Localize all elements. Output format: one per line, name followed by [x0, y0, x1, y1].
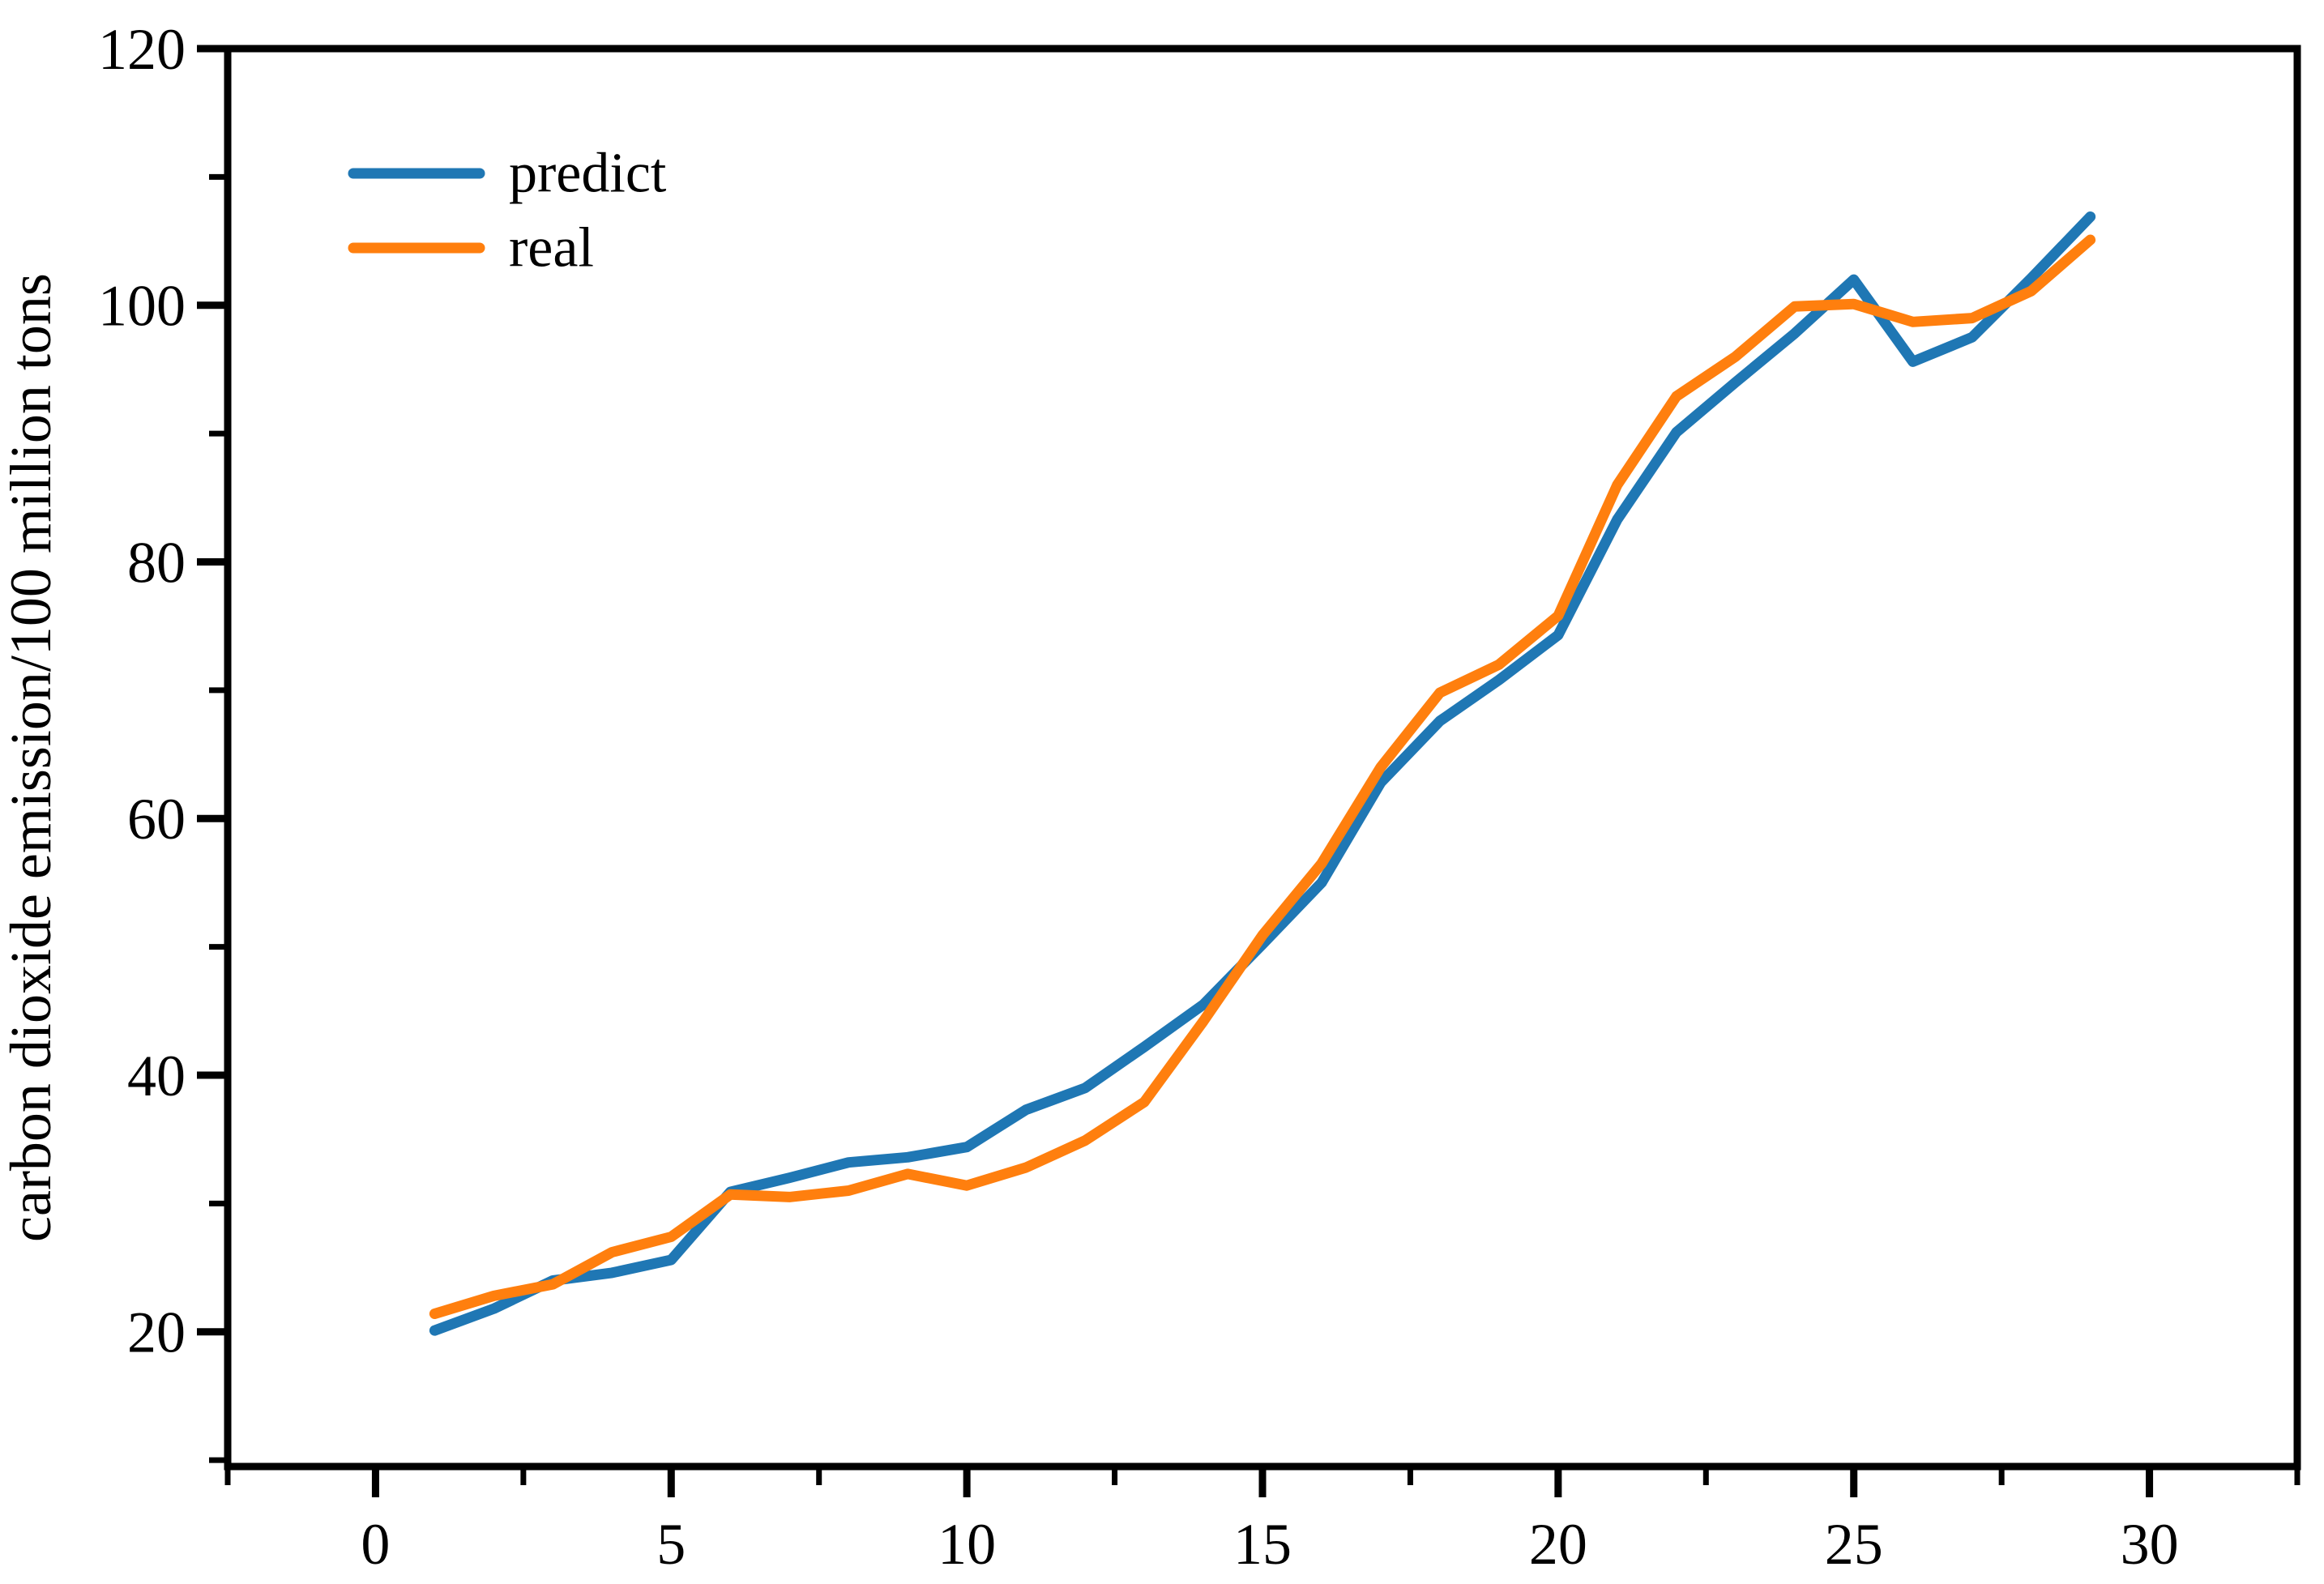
y-tick-label: 40 [127, 1044, 186, 1108]
y-tick-label: 120 [98, 17, 186, 82]
y-tick-label: 60 [127, 787, 186, 852]
x-tick-label: 10 [938, 1512, 996, 1577]
x-tick-label: 15 [1233, 1512, 1292, 1577]
y-tick-label: 20 [127, 1300, 186, 1365]
y-axis-title: carbon dioxide emission/100 million tons [0, 273, 63, 1242]
x-axis-ticks: 0 5 10 15 20 25 30 [224, 1467, 2301, 1577]
x-tick-label: 5 [656, 1512, 686, 1577]
y-tick-label: 80 [127, 530, 186, 595]
x-tick-label: 30 [2121, 1512, 2179, 1577]
legend-label-real: real [509, 217, 594, 280]
legend-label-predict: predict [509, 143, 667, 205]
x-tick-label: 0 [361, 1512, 390, 1577]
y-tick-label: 100 [98, 274, 186, 339]
legend: predict real [348, 143, 667, 280]
series-line-real [429, 234, 2096, 1319]
x-tick-label: 20 [1529, 1512, 1587, 1577]
series-line-predict [429, 211, 2096, 1336]
y-axis-ticks: 20 40 60 80 100 120 [98, 17, 228, 1463]
series-lines [429, 211, 2096, 1336]
x-tick-label: 25 [1825, 1512, 1883, 1577]
